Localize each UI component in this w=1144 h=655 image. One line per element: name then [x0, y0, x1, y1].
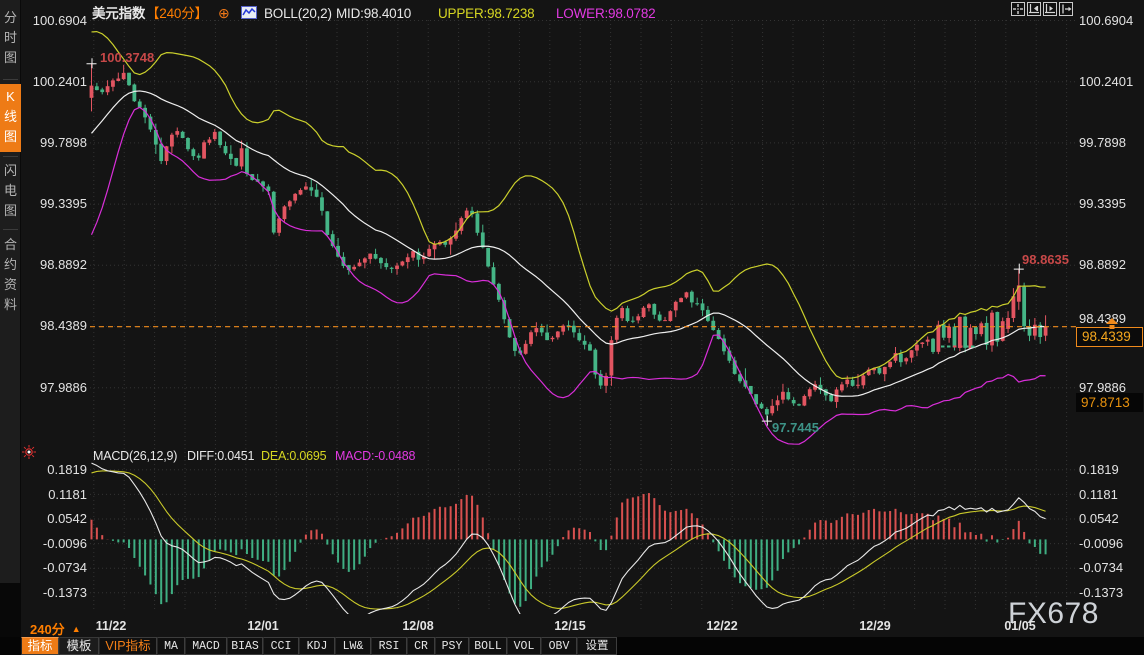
tab-settings[interactable]: 设置	[577, 637, 617, 655]
price-axis-label: 99.7898	[1079, 135, 1126, 150]
macd-axis-label: -0.0096	[1079, 536, 1124, 551]
boll-upper-value: UPPER:98.7238	[438, 6, 535, 21]
boll-mid-value: MID:98.4010	[336, 6, 412, 21]
price-axis-label: 99.3395	[1079, 196, 1126, 211]
tab-cci[interactable]: CCI	[263, 637, 299, 655]
date-axis-label: 12/01	[247, 619, 279, 633]
sidebar-label-time-chart: 分时图	[3, 10, 17, 65]
date-axis-label: 12/15	[554, 619, 586, 633]
chart-type-sidebar: 分时图 K线图 闪电图 合约资料	[0, 0, 21, 640]
symbol-title: 美元指数	[92, 6, 146, 21]
tab-psy[interactable]: PSY	[435, 637, 469, 655]
price-axis-label: 100.6904	[1079, 13, 1134, 28]
boll-lower-value: LOWER:98.0782	[556, 6, 656, 21]
price-axis-label: 98.8892	[1079, 257, 1126, 272]
price-axis-label: 99.7898	[40, 135, 87, 150]
tab-bias[interactable]: BIAS	[227, 637, 263, 655]
macd-axis-label: -0.0096	[42, 536, 87, 551]
tab-indicators[interactable]: 指标	[21, 637, 59, 655]
macd-axis-label: 0.1181	[48, 487, 87, 502]
mini-chart-icon[interactable]	[241, 6, 257, 24]
tab-cr[interactable]: CR	[407, 637, 435, 655]
macd-axis-label: -0.1373	[42, 585, 87, 600]
tab-obv[interactable]: OBV	[541, 637, 577, 655]
macd-hist-value: MACD:-0.0488	[335, 449, 416, 463]
macd-axis-label: 0.1819	[1079, 462, 1119, 477]
price-axis-label: 100.6904	[32, 13, 87, 28]
timeframe-label: 240分	[30, 622, 65, 637]
macd-axis-label: 0.1181	[1079, 487, 1118, 502]
macd-diff-value: DIFF:0.0451	[187, 449, 255, 463]
tab-rsi[interactable]: RSI	[371, 637, 407, 655]
indicator-settings-icon[interactable]	[22, 445, 36, 464]
macd-axis-label: -0.0734	[1079, 560, 1124, 575]
sidebar-separator	[3, 79, 18, 80]
date-axis-label: 12/29	[859, 619, 891, 633]
tab-templates[interactable]: 模板	[59, 637, 99, 655]
price-axis-label: 98.4389	[40, 318, 87, 333]
sidebar-label-flash-chart: 闪电图	[3, 163, 17, 218]
crosshair-tool-button[interactable]	[1011, 2, 1025, 16]
period-badge[interactable]: 【240分】	[146, 6, 208, 21]
sidebar-item-kline-chart[interactable]: K线图	[0, 84, 21, 152]
price-axis-label: 97.9886	[40, 380, 87, 395]
add-indicator-icon[interactable]: ⊕	[218, 5, 230, 21]
swing-high-annotation: 98.8635	[1022, 252, 1069, 267]
sidebar-item-contract-info[interactable]: 合约资料	[0, 235, 21, 321]
price-axis-label: 97.9886	[1079, 380, 1126, 395]
timeframe-selector[interactable]: 240分 ▲	[30, 619, 81, 638]
date-axis-label: 12/22	[706, 619, 738, 633]
sidebar-item-flash-chart[interactable]: 闪电图	[0, 161, 21, 225]
sidebar-item-time-chart[interactable]: 分时图	[0, 8, 21, 72]
swing-high-annotation: 100.3748	[100, 50, 155, 65]
macd-axis-label: -0.0734	[42, 560, 87, 575]
tab-lw[interactable]: LW&	[335, 637, 371, 655]
tab-kdj[interactable]: KDJ	[299, 637, 335, 655]
dropdown-up-triangle-icon: ▲	[71, 624, 81, 634]
pan-right-button[interactable]	[1059, 2, 1073, 16]
zoom-out-axis-button[interactable]	[1043, 2, 1057, 16]
tab-vol[interactable]: VOL	[507, 637, 541, 655]
price-up-arrow-icon	[1103, 316, 1121, 334]
macd-axis-label: 0.0542	[47, 511, 87, 526]
indicator-toolbar: 指标 模板 VIP指标 MA MACD BIAS CCI KDJ LW& RSI…	[0, 637, 1144, 655]
sidebar-label-kline-chart: K线图	[3, 89, 17, 144]
boll-indicator-label[interactable]: BOLL(20,2)	[264, 6, 332, 21]
tab-ma[interactable]: MA	[157, 637, 185, 655]
tab-vip-indicators[interactable]: VIP指标	[99, 637, 157, 655]
price-axis-label: 99.3395	[40, 196, 87, 211]
macd-indicator-label[interactable]: MACD(26,12,9)	[93, 449, 178, 463]
date-axis-label: 12/08	[402, 619, 434, 633]
price-axis-label: 100.2401	[32, 74, 87, 89]
sidebar-separator	[3, 156, 18, 157]
macd-axis-label: 0.0542	[1079, 511, 1119, 526]
macd-axis-label: -0.1373	[1079, 585, 1124, 600]
sidebar-label-contract-info: 合约资料	[3, 237, 17, 312]
current-price-badge: 98.4339	[1076, 327, 1143, 347]
tab-macd[interactable]: MACD	[185, 637, 227, 655]
date-axis-label: 11/22	[95, 619, 127, 633]
sidebar-separator	[3, 229, 18, 230]
tab-boll[interactable]: BOLL	[469, 637, 507, 655]
price-axis-label: 100.2401	[1079, 74, 1134, 89]
date-axis-label: 01/05	[1004, 619, 1036, 633]
lower-band-price-badge: 97.8713	[1076, 393, 1143, 412]
sidebar-bottom-filler	[0, 583, 21, 640]
price-axis-label: 98.8892	[40, 257, 87, 272]
watermark-logo: FX678	[1008, 597, 1099, 630]
macd-axis-label: 0.1819	[47, 462, 87, 477]
macd-dea-value: DEA:0.0695	[261, 449, 327, 463]
swing-low-annotation: 97.7445	[772, 420, 819, 435]
zoom-in-axis-button[interactable]	[1027, 2, 1041, 16]
